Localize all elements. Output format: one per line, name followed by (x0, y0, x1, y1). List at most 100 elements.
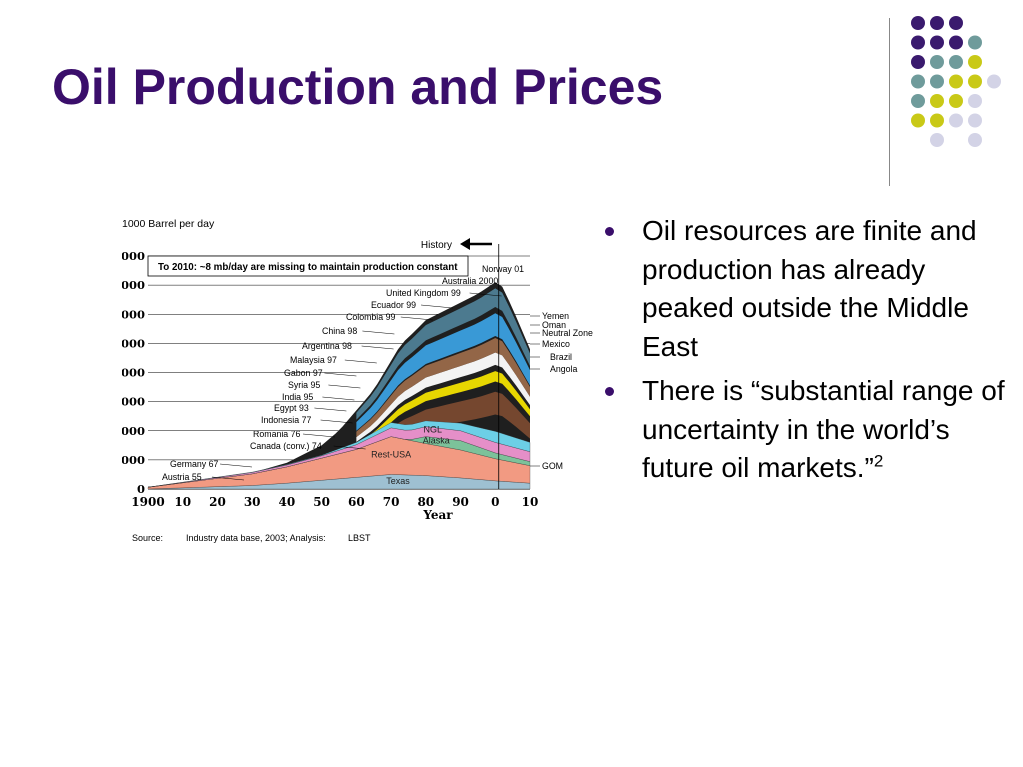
country-label-right: GOM (542, 461, 563, 471)
country-label-left: United Kingdom 99 (386, 288, 461, 298)
decorative-dot-grid (911, 16, 1001, 147)
country-label-top: Norway 01 (482, 264, 524, 274)
x-axis-label: Year (422, 508, 453, 522)
decor-dot (949, 35, 963, 50)
band-gom (147, 420, 531, 488)
country-label-left: China 98 (322, 326, 357, 336)
source-text: Industry data base, 2003; Analysis: (186, 533, 326, 543)
decor-dot (930, 55, 944, 69)
leader-line (344, 359, 377, 364)
bullet-item-2: There is “substantial range of uncertain… (605, 372, 1015, 488)
x-tick-label: 80 (417, 495, 434, 509)
leader-line (324, 372, 357, 377)
country-label-right: Angola (550, 364, 577, 374)
y-tick-label: 30000 (122, 307, 145, 321)
x-tick-label: 90 (452, 495, 469, 509)
x-tick-label: 10 (174, 495, 191, 509)
leader-line (362, 330, 395, 335)
band-label: NGL (424, 424, 443, 434)
country-label-left: Germany 67 (170, 459, 219, 469)
x-tick-label: 40 (279, 495, 296, 509)
decor-dot (911, 74, 925, 89)
country-label-left: India 95 (282, 392, 313, 402)
leader-line (302, 433, 336, 438)
decor-dot (930, 16, 944, 30)
source-label: Source: (132, 533, 163, 543)
leader-line (420, 304, 454, 309)
country-label-left: Malaysia 97 (290, 355, 337, 365)
annotation-text: To 2010: ~8 mb/day are missing to mainta… (158, 262, 458, 273)
slide-title: Oil Production and Prices (52, 59, 664, 115)
band-label: Alaska (423, 436, 450, 446)
country-label-left: Indonesia 77 (261, 415, 311, 425)
country-label-right: Yemen (542, 311, 569, 321)
country-label-right: Oman (542, 320, 566, 330)
leader-line (322, 396, 355, 401)
decor-dot (930, 113, 944, 128)
leader-line (211, 476, 245, 481)
decor-dot (968, 35, 982, 50)
x-tick-label: 10 (522, 495, 539, 509)
country-label-right: Neutral Zone (542, 328, 593, 338)
y-tick-label: 20000 (122, 366, 145, 380)
oil-production-chart: 1000 Barrel per day 0 5000 10000 15000 20000 2… (105, 212, 602, 552)
leader-line (219, 463, 253, 468)
leader-line (333, 445, 366, 450)
y-tick-label: 5000 (122, 453, 145, 467)
bullet-list: Oil resources are finite and production … (605, 212, 1015, 494)
country-label-left: Argentina 98 (302, 341, 352, 351)
decor-dot (930, 74, 944, 89)
decor-dot (968, 55, 982, 69)
decor-dot (930, 133, 944, 147)
bullet-text-1: Oil resources are finite and production … (642, 215, 977, 362)
country-label-top: Australia 2000 (442, 276, 498, 286)
leader-line (361, 345, 394, 350)
decor-dot (968, 133, 982, 147)
decor-dot (911, 55, 925, 69)
leader-line (400, 316, 433, 321)
bullet-text-2: There is “substantial range of uncertain… (642, 375, 1005, 483)
x-tick-label: 1900 (131, 495, 164, 509)
y-tick-label: 0 (137, 482, 145, 496)
source-analysis: LBST (348, 533, 371, 543)
country-label-left: Ecuador 99 (371, 300, 416, 310)
decor-dot (949, 16, 963, 30)
annotation-box (147, 255, 469, 277)
y-tick-label: 25000 (122, 336, 145, 350)
y-tick-label: 35000 (122, 278, 145, 292)
header-divider (889, 18, 890, 186)
decor-dot (968, 113, 982, 128)
y-tick-label: 10000 (122, 424, 145, 438)
decor-dot (987, 74, 1001, 89)
band-label: Texas (386, 476, 410, 486)
decor-dot (911, 94, 925, 108)
decor-dot (911, 35, 925, 50)
country-label-left: Romania 76 (253, 429, 301, 439)
band-label: Rest-USA (371, 450, 411, 460)
country-label-right: Brazil (550, 352, 572, 362)
country-band (356, 391, 530, 461)
y-tick-label: 40000 (122, 249, 145, 263)
y-tick-label: 15000 (122, 395, 145, 409)
bullet-dot (605, 387, 614, 396)
country-label-left: Egypt 93 (274, 403, 309, 413)
footnote-ref: 2 (873, 451, 884, 471)
x-tick-label: 70 (383, 495, 400, 509)
leader-line (320, 419, 353, 424)
country-label-right: Mexico (542, 339, 570, 349)
decor-dot (949, 113, 963, 128)
country-label-left: Syria 95 (288, 380, 320, 390)
decor-dot (930, 35, 944, 50)
leader-line (328, 384, 361, 389)
decor-dot (968, 94, 982, 108)
bullet-item-1: Oil resources are finite and production … (605, 212, 1015, 366)
country-label-left: Austria 55 (162, 472, 202, 482)
leader-line (314, 407, 347, 412)
decor-dot (968, 74, 982, 89)
decor-dot (949, 55, 963, 69)
decor-dot (949, 74, 963, 89)
decor-dot (911, 16, 925, 30)
x-tick-label: 0 (491, 495, 499, 509)
country-label-left: Canada (conv.) 74 (250, 441, 322, 451)
history-arrow-head (460, 238, 470, 250)
